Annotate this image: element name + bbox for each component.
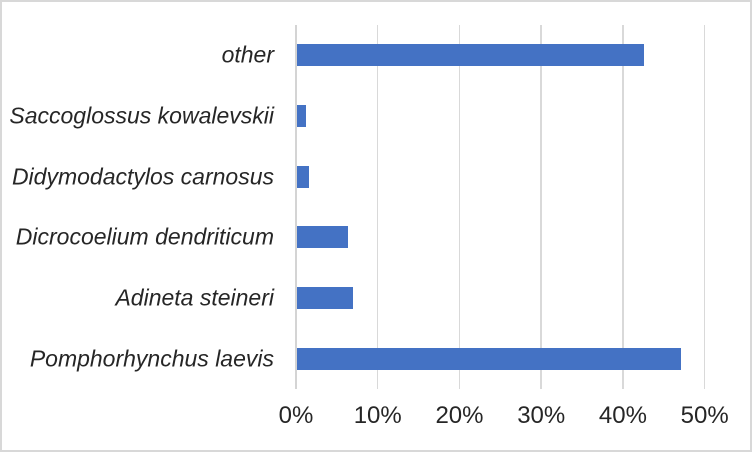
bar <box>297 347 682 370</box>
x-tick-label: 50% <box>680 402 729 429</box>
x-tick-label: 0% <box>278 402 314 429</box>
bar <box>297 287 354 309</box>
bar <box>297 44 645 67</box>
gridline-10% <box>376 25 379 389</box>
bar <box>297 105 306 127</box>
category-label: other <box>221 41 274 68</box>
gridline-30% <box>540 25 542 389</box>
category-label: Adineta steineri <box>115 284 274 311</box>
category-label: Didymodactylos carnosus <box>11 163 274 190</box>
gridline-50% <box>703 25 706 389</box>
gridline-40% <box>622 25 624 389</box>
x-tick-label: 10% <box>353 402 402 429</box>
x-tick-label: 20% <box>435 402 484 429</box>
x-tick-label: 40% <box>598 402 647 429</box>
category-label: Pomphorhynchus laevis <box>29 345 274 372</box>
bar <box>297 165 310 188</box>
x-tick-label: 30% <box>517 402 566 429</box>
gridline-20% <box>458 25 461 389</box>
bar <box>297 226 348 249</box>
category-label: Dicrocoelium dendriticum <box>15 223 274 250</box>
plot-area <box>295 25 708 389</box>
y-axis-line <box>295 25 297 389</box>
category-label: Saccoglossus kowalevskii <box>9 102 274 129</box>
